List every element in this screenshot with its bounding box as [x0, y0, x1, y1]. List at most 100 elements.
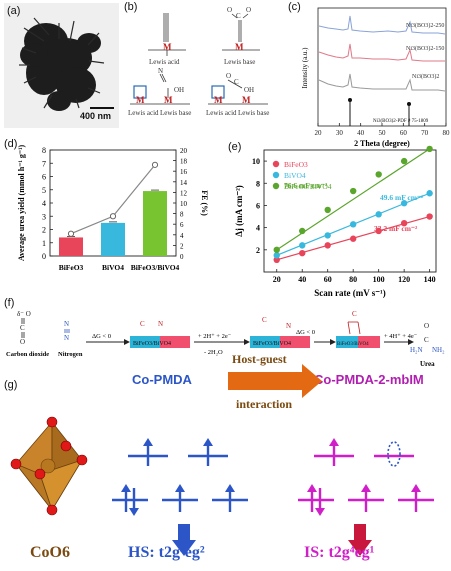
urea-ytick-label: 7 — [42, 159, 46, 168]
cap-slope-label: 76.6 mF cm⁻² — [284, 181, 328, 190]
cap-ytick-label: 6 — [256, 201, 260, 210]
cap-legend-label: BiFeO3/BiVO4 — [284, 182, 332, 191]
cap-ytick-label: 4 — [256, 224, 260, 233]
svg-text:OH: OH — [174, 86, 184, 94]
xrd-xtick-label: 70 — [421, 129, 429, 137]
urea-label: Urea — [420, 360, 435, 368]
urea-category-label: BiVO4 — [102, 263, 124, 272]
fe-ytick-label: 14 — [180, 179, 188, 187]
svg-text:O: O — [20, 338, 25, 346]
xrd-xtick-label: 40 — [357, 129, 365, 137]
urea-category-label: BiFeO3 — [59, 263, 84, 272]
tem-image: 400 nm (a) — [4, 3, 119, 128]
step2-label: + 2H⁺ + 2e⁻ — [198, 333, 232, 340]
svg-text:O: O — [226, 72, 231, 80]
panel-c: (c) Ni3(BO3)2-250 Ni3(BO3)2-150 Ni3(BO3)… — [288, 0, 450, 150]
svg-text:N: N — [158, 320, 163, 328]
xrd-xlabel: 2 Theta (degree) — [354, 139, 410, 148]
lewis-acid-label-3: Lewis acid — [206, 109, 237, 117]
cap-point — [299, 227, 306, 235]
urea-ytick-label: 8 — [42, 146, 46, 155]
svg-text:C: C — [424, 336, 429, 344]
scale-bar-label: 400 nm — [80, 111, 112, 121]
urea-bar — [101, 222, 125, 256]
svg-text:C: C — [20, 324, 25, 332]
svg-text:O: O — [424, 322, 429, 330]
cap-point — [375, 227, 382, 235]
fe-point — [151, 161, 159, 168]
svg-text:M: M — [242, 95, 251, 105]
fe-point — [109, 213, 117, 220]
catalyst-3: BiFeO3/BiVO4 — [337, 342, 369, 347]
capacitance-chart: 20 40 60 80 100 120 140 2 4 6 8 10 33.2 mF cm⁻² BiFeO… — [234, 145, 437, 298]
cap-point — [426, 145, 433, 153]
panel-label-g: (g) — [4, 379, 18, 391]
cap-xtick-label: 120 — [398, 275, 410, 284]
fe-ytick-label: 4 — [180, 232, 184, 240]
lewis-scheme: M Lewis acid CO O M Lewis base N OH M M — [128, 6, 269, 117]
fe-point — [67, 230, 75, 237]
arrow-text-1: Host-guest — [232, 352, 287, 366]
cap-point — [324, 242, 331, 249]
cap-point — [299, 249, 306, 257]
cap-slope-label: 33.2 mF cm⁻² — [374, 224, 418, 233]
svg-text:N: N — [64, 334, 69, 342]
right-title: Co-PMDA-2-mbIM — [314, 372, 424, 387]
urea-ytick-label: 3 — [42, 212, 46, 221]
left-title: Co-PMDA — [132, 372, 192, 387]
cap-point — [375, 211, 382, 218]
svg-text:N: N — [64, 320, 69, 328]
is-diagram — [298, 438, 434, 556]
xrd-xtick-label: 60 — [400, 129, 408, 137]
dg1-label: ΔG < 0 — [92, 333, 111, 340]
cap-xtick-label: 40 — [298, 275, 306, 284]
svg-text:M: M — [214, 95, 223, 105]
cap-point — [400, 157, 408, 165]
svg-text:M: M — [164, 95, 173, 105]
panel-d: (d) 0 1 2 3 4 5 6 7 8 0 2 4 6 8 10 12 14 16 18 20 BiFeO3 BiVO… — [0, 136, 222, 294]
fe-ytick-label: 0 — [180, 253, 184, 261]
svg-text:C: C — [234, 78, 239, 86]
svg-text:O: O — [227, 6, 232, 14]
fe-ytick-label: 6 — [180, 221, 184, 229]
xrd-xtick-label: 30 — [336, 129, 344, 137]
cap-ytick-label: 2 — [256, 246, 260, 255]
panel-label-a: (a) — [7, 5, 21, 17]
coo6-label: CoO6 — [30, 544, 70, 561]
cap-xlabel: Scan rate (mV s⁻¹) — [314, 288, 386, 298]
cap-xtick-label: 20 — [273, 275, 281, 284]
xrd-line-250 — [318, 15, 446, 35]
xrd-line-ni — [318, 73, 446, 92]
host-guest-arrow — [228, 364, 322, 398]
svg-text:M: M — [163, 42, 172, 52]
cap-legend-marker — [272, 160, 280, 168]
arrow-text-2: interaction — [236, 397, 292, 411]
cap-ytick-label: 10 — [252, 157, 260, 166]
cap-point — [273, 252, 280, 259]
cap-point — [426, 213, 433, 220]
lewis-base-label-3: Lewis base — [238, 109, 269, 117]
urea-bar — [59, 237, 83, 256]
cap-point — [349, 221, 357, 228]
hs-label: HS: t2g⁴eg² — [128, 544, 205, 561]
scale-bar — [90, 107, 114, 109]
fe-ylabel: FE (%) — [200, 190, 209, 216]
svg-text:H₂N: H₂N — [410, 346, 423, 354]
cap-legend-label: BiFeO3 — [284, 160, 308, 169]
xrd-label-250: Ni3(BO3)2-250 — [406, 22, 444, 29]
lewis-base-label-1: Lewis base — [224, 58, 255, 66]
xrd-xtick-label: 50 — [379, 129, 387, 137]
step4-label: + 4H⁺ + 4e⁻ — [384, 333, 418, 340]
fe-ytick-label: 2 — [180, 242, 184, 250]
fe-ytick-label: 12 — [180, 189, 188, 197]
svg-text:N: N — [286, 322, 291, 330]
panel-label-d: (d) — [4, 138, 18, 150]
cap-ylabel: Δj (mA cm⁻²) — [234, 185, 244, 237]
panel-label-b: (b) — [124, 1, 138, 13]
lewis-acid-label-2: Lewis acid — [128, 109, 159, 117]
xrd-line-150 — [318, 43, 445, 62]
cap-point — [400, 220, 408, 227]
cap-slope-label: 49.6 mF cm⁻² — [380, 193, 424, 202]
urea-ytick-label: 5 — [42, 186, 46, 195]
hs-diagram — [112, 438, 248, 556]
